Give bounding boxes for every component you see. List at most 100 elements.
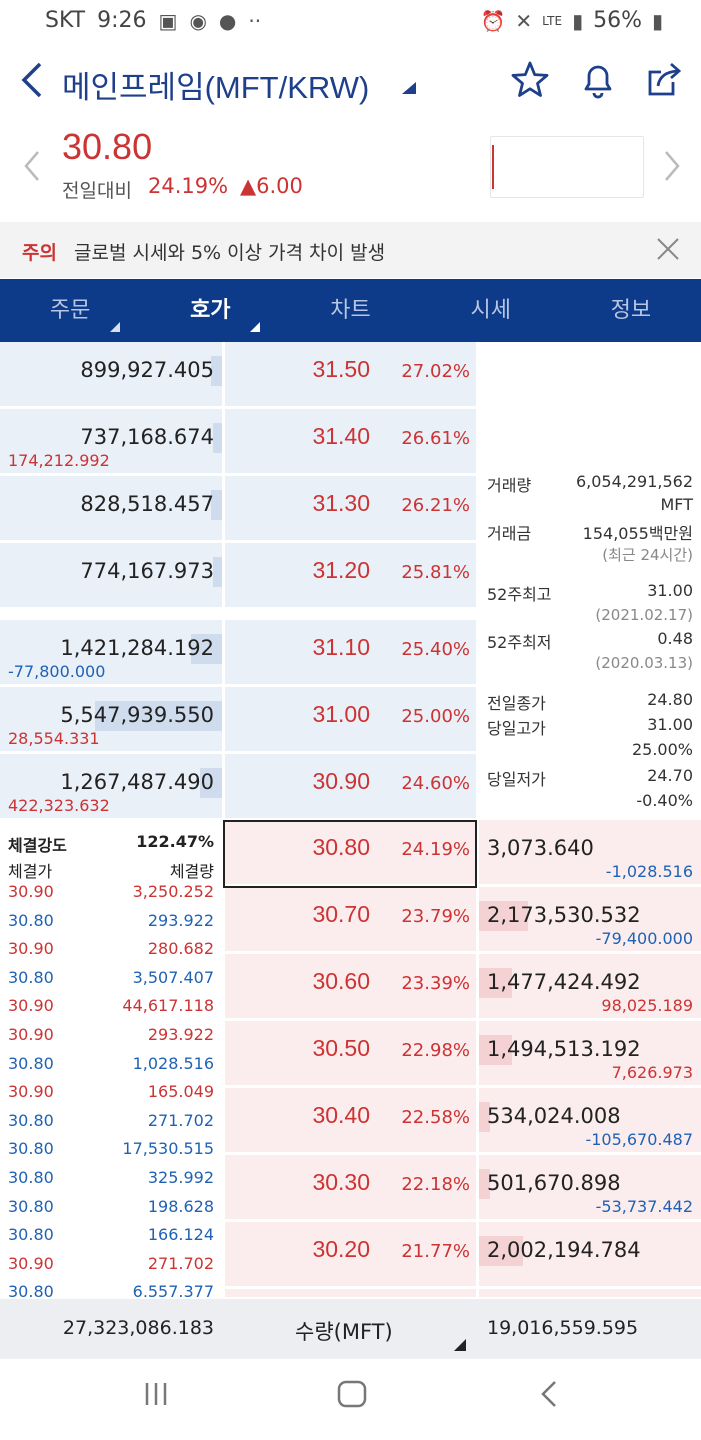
trade-price: 30.90	[8, 882, 54, 901]
ask-row[interactable]: 828,518.457 31.30 26.21%	[0, 476, 701, 540]
ask-price-cell[interactable]: 31.00 25.00%	[225, 687, 476, 751]
bid-change: -105,670.487	[585, 1130, 693, 1149]
volume-unit: MFT	[660, 495, 694, 514]
bid-qty-cell: 2,002,194.784	[479, 1222, 701, 1286]
back-nav-icon[interactable]	[537, 1378, 561, 1418]
ask-change: 174,212.992	[8, 451, 110, 470]
ask-price: 30.90	[312, 768, 370, 794]
close-icon[interactable]	[655, 230, 681, 270]
bid-price-cell[interactable]: 30.80 24.19%	[225, 820, 476, 884]
ask-row[interactable]: 5,547,939.550 28,554.331 31.00 25.00%	[0, 687, 701, 751]
tab-orderbook-label: 호가	[190, 298, 231, 323]
mini-chart[interactable]	[490, 136, 644, 198]
ask-change: 28,554.331	[8, 729, 100, 748]
ask-row[interactable]: 899,927.405 31.50 27.02%	[0, 342, 701, 406]
trade-qty: 198.628	[147, 1196, 214, 1216]
ask-price: 31.10	[312, 634, 370, 660]
trade-qty: 17,530.515	[122, 1139, 214, 1159]
recent-apps-icon[interactable]	[142, 1378, 172, 1418]
tab-market[interactable]: 시세	[421, 279, 561, 342]
ask-volume-bar	[213, 423, 222, 453]
bid-row[interactable]: 30.40 22.58% 534,024.008 -105,670.487	[0, 1088, 701, 1152]
bid-row[interactable]: 30.20 21.77% 2,002,194.784	[0, 1222, 701, 1286]
high52-value: 31.00	[647, 581, 693, 600]
amount-label: 거래금	[487, 524, 532, 543]
bid-price: 30.40	[312, 1102, 370, 1128]
ask-qty-cell: 5,547,939.550 28,554.331	[0, 687, 222, 751]
day-low-label: 당일저가	[487, 770, 546, 789]
bid-qty: 534,024.008	[487, 1104, 621, 1128]
bid-row[interactable]: 30.80 24.19% 3,073.640 -1,028.516	[0, 820, 701, 884]
strength-label: 체결강도	[8, 836, 67, 855]
tab-info-label: 정보	[610, 298, 652, 323]
trade-qty: 293.922	[147, 910, 214, 930]
bid-row[interactable]: 30.50 22.98% 1,494,513.192 7,626.973	[0, 1021, 701, 1085]
alarm-icon: ⏰	[480, 8, 506, 33]
ask-qty: 899,927.405	[80, 358, 214, 382]
trade-price: 30.80	[8, 967, 54, 987]
tab-orderbook[interactable]: 호가	[140, 279, 280, 342]
high52-date: (2021.02.17)	[595, 606, 693, 624]
bid-row[interactable]: 30.70 23.79% 2,173,530.532 -79,400.000	[0, 887, 701, 951]
day-low-value: 24.70	[647, 766, 693, 785]
bid-qty: 501,670.898	[487, 1171, 621, 1195]
coin-title[interactable]: 메인프레임(MFT/KRW)	[62, 70, 370, 105]
bid-price-cell[interactable]: 30.30 22.18%	[225, 1155, 476, 1219]
bid-qty-cell: 1,494,513.192 7,626.973	[479, 1021, 701, 1085]
low52-value: 0.48	[657, 629, 693, 648]
ask-price-cell[interactable]: 31.50 27.02%	[225, 342, 476, 406]
unit-selector[interactable]: 수량(MFT)	[225, 1299, 476, 1359]
ask-price-cell[interactable]: 31.10 25.40%	[225, 620, 476, 684]
next-coin-icon[interactable]	[662, 148, 682, 193]
trade-qty-header: 체결량	[169, 862, 214, 881]
ask-price-cell[interactable]: 30.90 24.60%	[225, 754, 476, 818]
trade-qty: 6,557.377	[132, 1282, 214, 1297]
title-dropdown-icon[interactable]	[402, 82, 416, 94]
signal-icon: ▮	[572, 8, 584, 33]
home-icon[interactable]	[335, 1378, 369, 1418]
share-icon[interactable]	[645, 60, 685, 100]
tab-order-caret-icon	[110, 322, 121, 332]
bid-qty: 1,494,513.192	[487, 1037, 641, 1061]
bid-price: 30.80	[312, 834, 370, 860]
ask-price-cell[interactable]: 31.20 25.81%	[225, 543, 476, 607]
ask-row[interactable]: 1,421,284.192 -77,800.000 31.10 25.40%	[0, 620, 701, 684]
ask-price-cell[interactable]: 31.40 26.61%	[225, 409, 476, 473]
bid-price-cell[interactable]: 30.70 23.79%	[225, 887, 476, 951]
clock: 9:26	[97, 8, 147, 33]
tab-info[interactable]: 정보	[561, 279, 701, 342]
bid-percent: 22.18%	[401, 1174, 470, 1195]
ask-qty: 737,168.674	[80, 425, 214, 449]
trade-qty: 166.124	[147, 1225, 214, 1245]
ask-row[interactable]: 737,168.674 174,212.992 31.40 26.61%	[0, 409, 701, 473]
prev-coin-icon[interactable]	[22, 148, 42, 193]
alarm-bell-icon[interactable]	[578, 60, 618, 100]
ask-qty-cell: 1,421,284.192 -77,800.000	[0, 620, 222, 684]
bid-total-cell: 19,016,559.595	[479, 1299, 701, 1359]
trade-price: 30.80	[8, 1225, 54, 1245]
bid-price-cell[interactable]: 30.20 21.77%	[225, 1222, 476, 1286]
price-summary: 30.80 전일대비 24.19% ▲6.00	[0, 118, 701, 218]
tab-chart[interactable]: 차트	[280, 279, 420, 342]
ask-percent: 25.40%	[401, 639, 470, 660]
gallery-icon: ▣	[158, 8, 178, 33]
bid-row[interactable]: 30.30 22.18% 501,670.898 -53,737.442	[0, 1155, 701, 1219]
ask-price-cell[interactable]: 31.30 26.21%	[225, 476, 476, 540]
ask-percent: 26.21%	[401, 495, 470, 516]
back-icon[interactable]	[18, 60, 48, 107]
tab-order[interactable]: 주문	[0, 279, 140, 342]
bid-price-cell[interactable]: 30.40 22.58%	[225, 1088, 476, 1152]
favorite-star-icon[interactable]	[510, 60, 550, 100]
ask-volume-bar	[199, 768, 222, 798]
ask-row[interactable]: 1,267,487.490 422,323.632 30.90 24.60%	[0, 754, 701, 818]
trade-price: 30.90	[8, 939, 54, 959]
ask-row[interactable]: 774,167.973 31.20 25.81%	[0, 543, 701, 607]
battery-icon: ▮	[651, 8, 663, 33]
bid-row[interactable]: 30.60 23.39% 1,477,424.492 98,025.189	[0, 954, 701, 1018]
bid-price-cell[interactable]: 30.60 23.39%	[225, 954, 476, 1018]
bid-qty-cell	[479, 1289, 701, 1297]
ask-percent: 25.81%	[401, 562, 470, 583]
bid-price-cell[interactable]: 30.50 22.98%	[225, 1021, 476, 1085]
trade-qty: 1,028.516	[132, 1053, 214, 1073]
tab-bar: 주문 호가 차트 시세 정보	[0, 279, 701, 342]
